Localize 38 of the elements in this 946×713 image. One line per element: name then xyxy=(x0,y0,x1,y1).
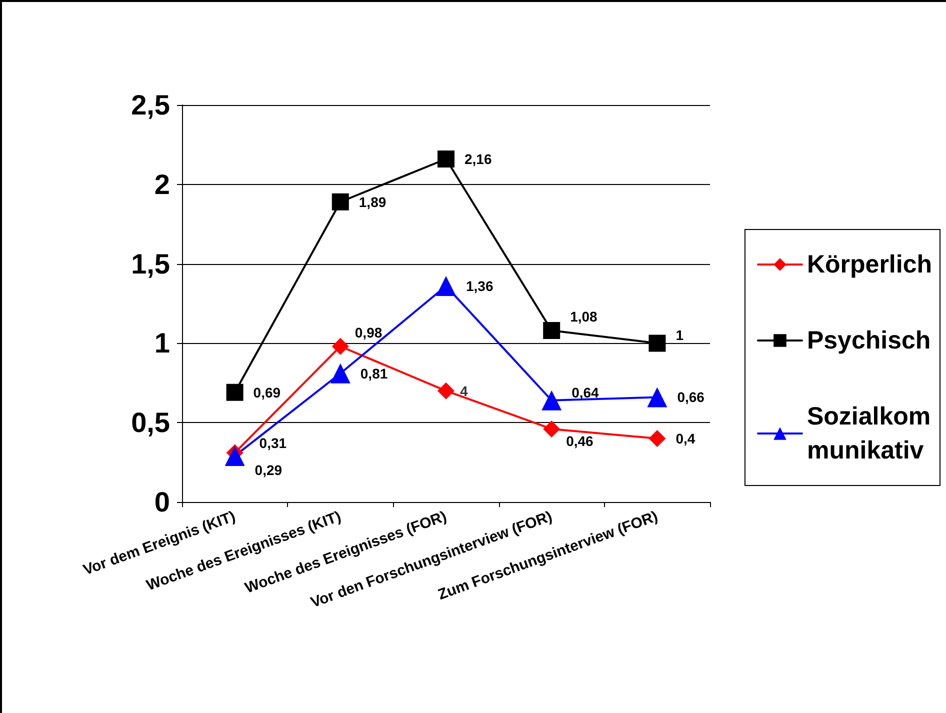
point xyxy=(648,334,666,352)
legend-label: Körperlich xyxy=(806,250,932,278)
data-label: 0,69 xyxy=(253,384,281,400)
data-label: 0,81 xyxy=(360,365,388,382)
point xyxy=(224,446,245,466)
data-label: 1,08 xyxy=(570,308,598,324)
data-label: 2,16 xyxy=(464,150,492,167)
legend-label: Psychisch xyxy=(806,326,931,354)
point xyxy=(647,387,668,408)
point xyxy=(438,150,454,168)
y-tick-label: 1 xyxy=(154,328,170,359)
data-label: 0,98 xyxy=(354,324,382,340)
data-label: 0,31 xyxy=(259,434,287,451)
y-tick-label: 1,5 xyxy=(131,248,170,280)
y-tick-label: 2 xyxy=(154,168,170,200)
point xyxy=(332,338,349,355)
y-tick-label: 2,5 xyxy=(131,90,170,120)
point xyxy=(226,384,244,401)
data-label: 0,46 xyxy=(566,432,594,449)
point xyxy=(332,193,349,210)
point xyxy=(543,420,560,438)
legend-label: Sozialkommunikativ xyxy=(806,402,931,464)
y-tick-label: 0,5 xyxy=(131,407,170,438)
data-label: 0,66 xyxy=(677,389,705,406)
point xyxy=(438,382,454,400)
point xyxy=(648,430,666,447)
data-label: 0,29 xyxy=(254,462,282,478)
point xyxy=(330,363,350,384)
data-label: 1 xyxy=(676,327,684,344)
point xyxy=(542,390,562,410)
annotation: 4 xyxy=(460,382,468,399)
point xyxy=(543,322,560,339)
y-tick-label: 0 xyxy=(154,486,170,518)
data-label: 1,36 xyxy=(466,278,494,294)
point xyxy=(436,276,456,296)
data-label: 0,4 xyxy=(676,430,696,446)
data-label: 1,89 xyxy=(358,194,386,210)
data-label: 0,64 xyxy=(572,384,600,400)
